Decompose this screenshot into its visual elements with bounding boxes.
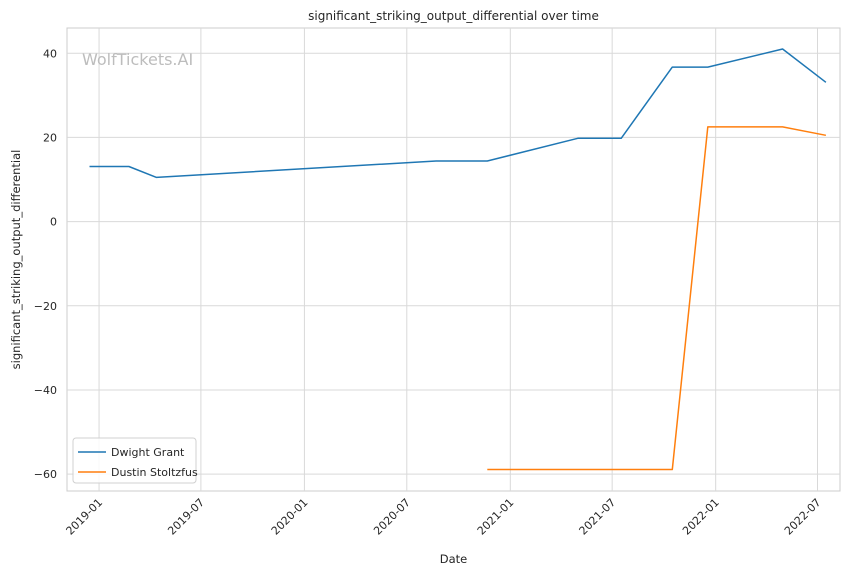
chart-title: significant_striking_output_differential… [308,9,599,23]
y-tick-label: −60 [34,468,57,481]
x-tick-label: 2021-07 [577,496,619,538]
legend-label: Dustin Stoltzfus [111,466,198,479]
y-axis-label: significant_striking_output_differential [9,150,23,370]
legend-label: Dwight Grant [111,446,185,459]
series-layer [89,48,827,471]
watermark: WolfTickets.AI [82,50,193,69]
y-tick-label: −20 [34,300,57,313]
series-line-0 [89,48,827,179]
x-tick-label: 2021-01 [475,496,517,538]
x-tick-label: 2020-01 [269,496,311,538]
y-tick-label: 0 [50,216,57,229]
series-line-1 [487,126,827,471]
legend: Dwight Grant Dustin Stoltzfus [72,437,198,484]
plot-area [66,27,841,492]
x-tick-label: 2020-07 [371,496,413,538]
x-tick-label: 2022-07 [782,496,824,538]
y-tick-label: 40 [43,47,57,60]
y-axis: 40 20 0 −20 −40 −60 [34,47,57,481]
x-axis-label: Date [440,552,468,566]
y-tick-label: −40 [34,384,57,397]
x-tick-label: 2019-01 [63,496,105,538]
x-axis: 2019-01 2019-07 2020-01 2020-07 2021-01 2021-… [63,496,823,538]
x-tick-label: 2019-07 [165,496,207,538]
y-tick-label: 20 [43,131,57,144]
x-tick-label: 2022-01 [680,496,722,538]
grid [67,28,840,491]
